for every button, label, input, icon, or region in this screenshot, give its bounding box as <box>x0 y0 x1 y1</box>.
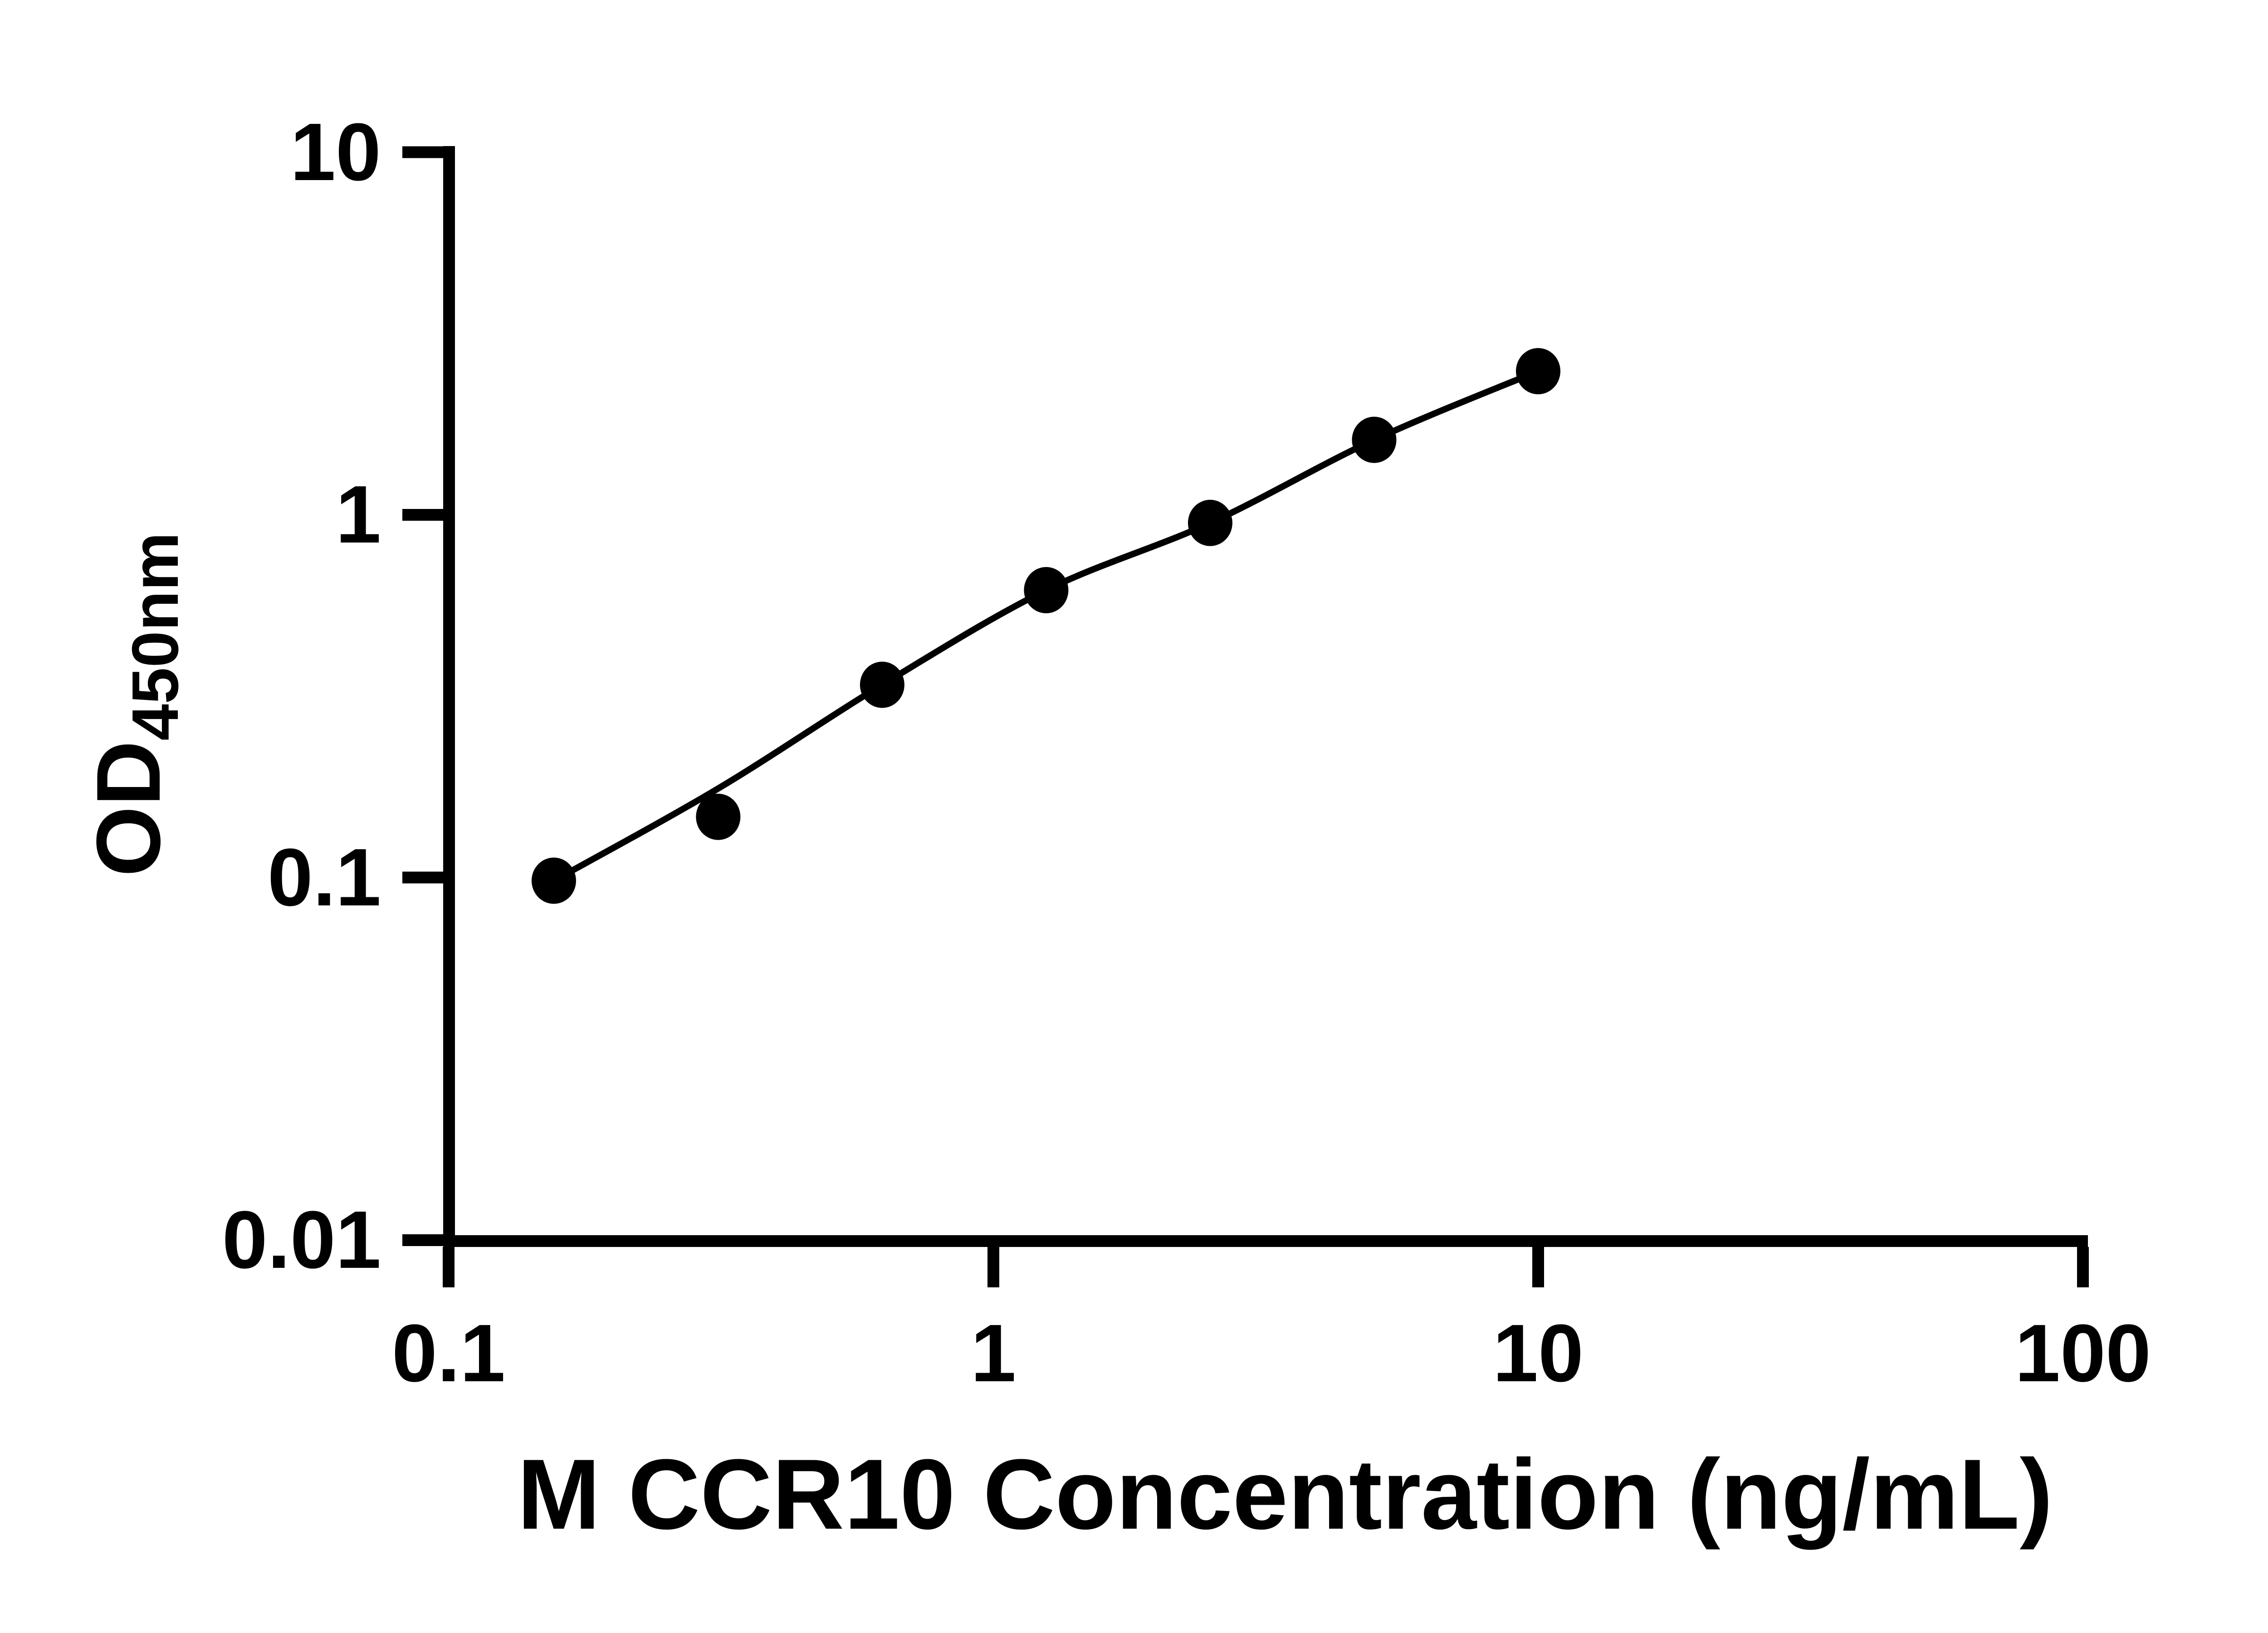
data-point-marker <box>1352 416 1397 463</box>
data-point-marker <box>860 661 904 708</box>
y-axis-line <box>443 146 455 1247</box>
y-axis-title: OD450nm <box>78 532 203 876</box>
data-point-marker <box>1188 499 1232 546</box>
y-tick-label-0.1: 0.1 <box>267 831 381 923</box>
y-axis-tick-1 <box>402 509 443 521</box>
x-tick-label-10: 10 <box>1492 1308 1584 1399</box>
y-tick-label-1: 1 <box>335 469 381 560</box>
y-tick-label-0.01: 0.01 <box>222 1194 381 1286</box>
x-tick-label-100: 100 <box>2014 1308 2151 1399</box>
x-axis-title: M CCR10 Concentration (ng/mL) <box>517 1438 2053 1550</box>
x-axis-tick-1 <box>987 1247 999 1287</box>
x-axis-tick-10 <box>1532 1247 1544 1287</box>
x-axis-line <box>443 1235 2088 1247</box>
x-axis-tick-0.1 <box>443 1247 455 1287</box>
y-axis-tick-0.1 <box>402 871 443 884</box>
data-point-marker <box>696 793 741 840</box>
data-point-marker <box>1516 348 1560 395</box>
y-tick-label-10: 10 <box>290 106 381 198</box>
x-axis-tick-100 <box>2077 1247 2089 1287</box>
x-tick-label-1: 1 <box>970 1308 1017 1399</box>
y-axis-tick-10 <box>402 146 443 158</box>
y-axis-tick-0.01 <box>402 1234 443 1246</box>
y-axis-title-subscript: 450nm <box>118 532 192 741</box>
data-point-marker <box>531 857 576 904</box>
data-point-marker <box>1024 567 1069 613</box>
x-tick-label-0.1: 0.1 <box>391 1308 506 1399</box>
